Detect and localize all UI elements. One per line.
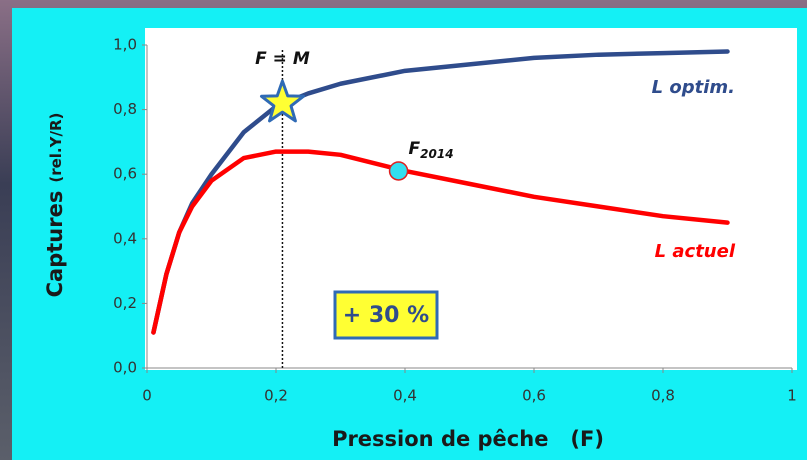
annotation-box [333,290,439,340]
y-axis-title-main: Captures [43,191,67,298]
y-axis-title: Captures (rel.Y/R) [43,113,67,298]
marker-label: F = M [255,49,310,69]
y-tick-label: 0,6 [113,165,137,183]
y-axis-title-unit: (rel.Y/R) [47,113,65,183]
marker-label-main: F [409,139,421,159]
x-axis-title: Pression de pêche (F) [332,427,604,451]
series-label: L optim. [652,77,735,98]
point-marker [388,161,409,181]
plot-area [145,28,797,370]
x-tick-label: 0,2 [264,387,288,405]
y-tick-label: 1,0 [113,36,137,54]
x-tick-label: 0,8 [651,387,675,405]
series-label: L actuel [655,241,736,262]
y-tick-label: 0,8 [113,100,137,118]
y-tick-label: 0,0 [113,359,137,377]
x-tick-label: 0,6 [522,387,546,405]
x-tick-label: 0 [142,387,152,405]
marker-label-sub: 2014 [420,146,453,160]
series-line [151,149,730,335]
y-tick-label: 0,2 [113,294,137,312]
y-tick-label: 0,4 [113,229,137,247]
annotation: + 30 % [343,303,429,328]
x-tick-label: 1 [787,387,797,405]
star-marker [260,79,305,123]
x-tick-label: 0,4 [393,387,417,405]
marker-label: F2014 [409,139,454,161]
